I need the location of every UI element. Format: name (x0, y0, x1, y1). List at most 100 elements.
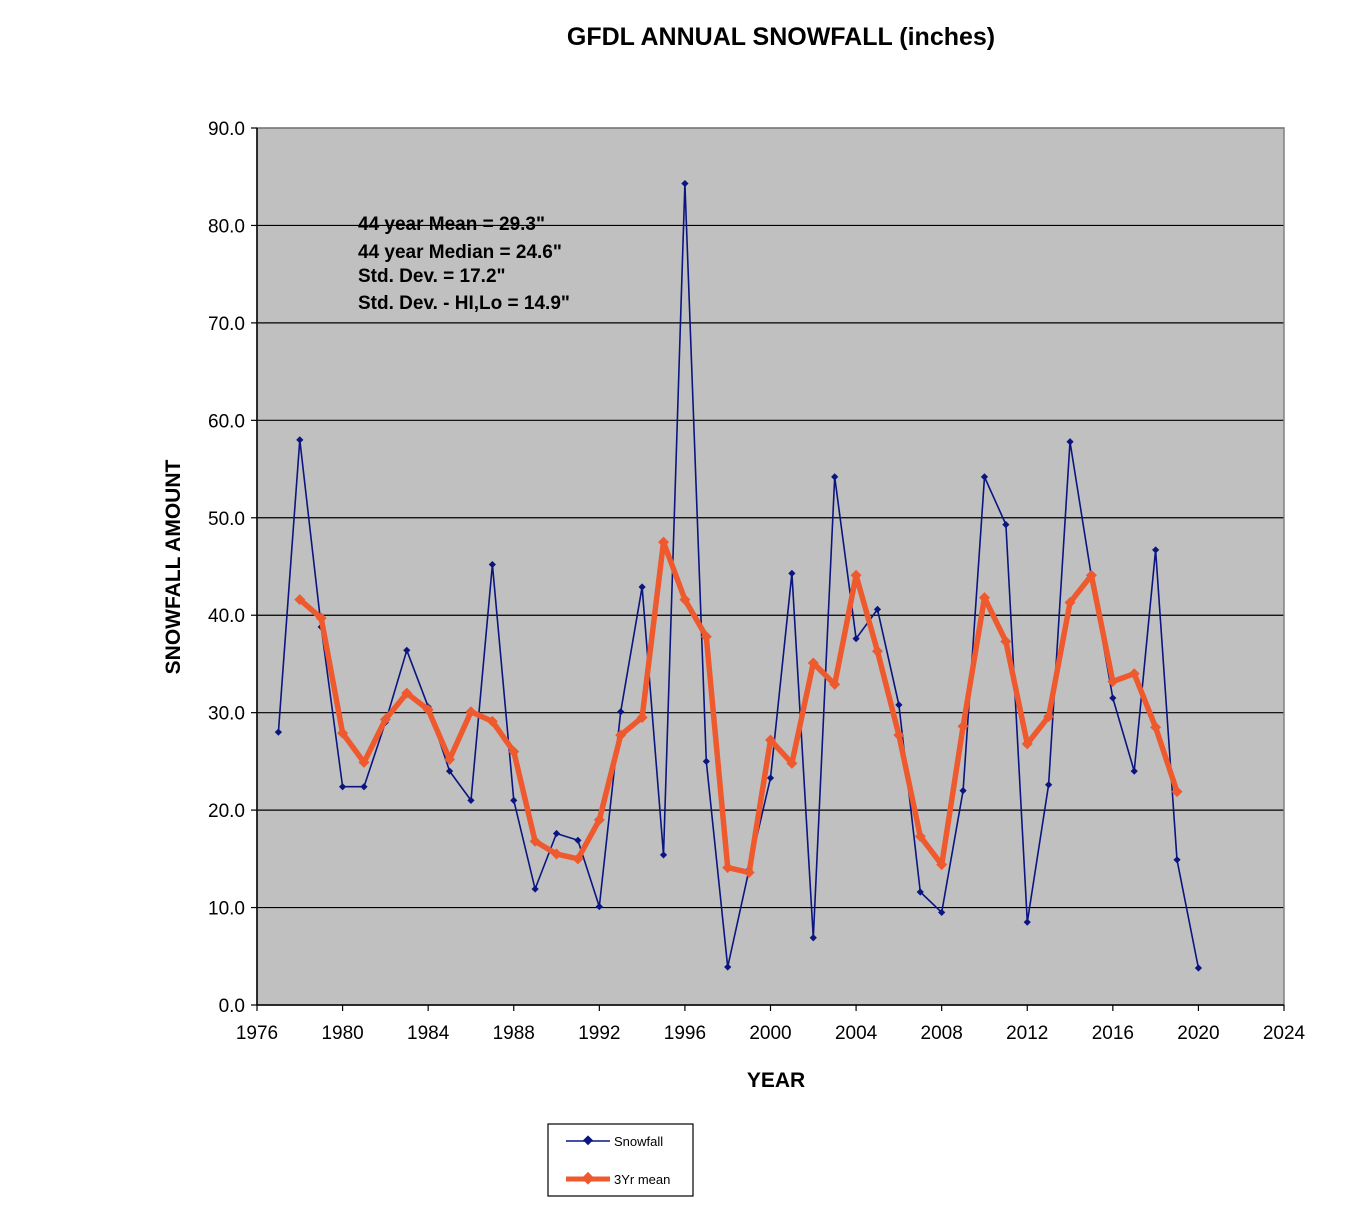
series-layer (274, 179, 1203, 972)
x-axis-ticks: 1976 1980 1984 1988 1992 1996 2000 2004 2008 2012… (236, 1005, 1306, 1044)
data-point-3yr-mean (1021, 738, 1033, 750)
data-point-3yr-mean (529, 835, 541, 847)
chart-title: GFDL ANNUAL SNOWFALL (inches) (567, 23, 995, 51)
data-point-snowfall (938, 908, 946, 917)
series-line-3yr-mean (298, 539, 1180, 876)
data-point-3yr-mean (572, 853, 584, 865)
annotation-median: 44 year Median = 24.6" (358, 242, 562, 263)
data-point-3yr-mean (294, 594, 306, 606)
data-point-3yr-mean (1171, 786, 1183, 798)
data-point-3yr-mean (829, 678, 841, 690)
y-tick-label: 90.0 (208, 119, 245, 140)
data-point-snowfall (831, 473, 839, 481)
data-point-snowfall (702, 757, 710, 765)
data-point-3yr-mean (486, 715, 498, 727)
data-point-snowfall (467, 796, 475, 804)
x-tick-label: 1988 (493, 1023, 535, 1044)
data-point-3yr-mean (679, 594, 691, 606)
y-tick-label: 80.0 (208, 216, 245, 237)
y-tick-label: 50.0 (208, 509, 245, 530)
y-axis-ticks: 0.0 10.0 20.0 30.0 40.0 50.0 60.0 70.0 80.0 90.0 (208, 119, 257, 1017)
y-tick-label: 0.0 (219, 996, 245, 1017)
data-point-3yr-mean (636, 712, 648, 724)
x-tick-label: 2004 (835, 1023, 878, 1044)
data-point-3yr-mean (1128, 668, 1140, 680)
data-point-3yr-mean (765, 734, 776, 746)
data-point-3yr-mean (379, 713, 391, 725)
data-point-3yr-mean (1150, 721, 1162, 733)
stats-annotation: 44 year Mean = 29.3" 44 year Median = 24… (358, 214, 570, 314)
plot-area (257, 128, 1284, 1005)
data-point-snowfall (488, 560, 496, 569)
data-point-snowfall (1152, 546, 1160, 554)
data-point-3yr-mean (957, 720, 969, 732)
data-point-snowfall (852, 635, 860, 643)
data-point-snowfall (617, 708, 625, 716)
data-point-snowfall (980, 473, 989, 481)
y-tick-label: 30.0 (208, 704, 245, 725)
data-point-snowfall (724, 963, 732, 971)
annotation-mean: 44 year Mean = 29.3" (358, 214, 545, 235)
annotation-std-dev: Std. Dev. = 17.2" (358, 266, 506, 287)
data-point-snowfall (1045, 781, 1053, 789)
data-point-snowfall (959, 787, 967, 795)
data-point-3yr-mean (786, 757, 798, 769)
data-point-snowfall (574, 836, 582, 844)
y-tick-label: 10.0 (208, 899, 245, 920)
data-point-3yr-mean (337, 727, 349, 739)
annotation-std-dev-hi-lo: Std. Dev. - HI,Lo = 14.9" (358, 293, 570, 314)
x-tick-label: 1980 (321, 1023, 363, 1044)
data-point-snowfall (659, 851, 668, 859)
legend-label-3yr-mean: 3Yr mean (614, 1172, 670, 1187)
data-point-3yr-mean (658, 536, 670, 548)
data-point-3yr-mean (871, 645, 883, 657)
data-point-snowfall (510, 796, 518, 804)
data-point-snowfall (338, 783, 347, 791)
data-point-snowfall (638, 583, 646, 591)
x-tick-label: 2020 (1177, 1023, 1219, 1044)
data-point-3yr-mean (444, 753, 456, 765)
data-point-snowfall (766, 774, 775, 782)
data-point-snowfall (552, 829, 561, 838)
data-point-snowfall (1023, 918, 1031, 926)
data-point-snowfall (1130, 767, 1138, 775)
legend: Snowfall 3Yr mean (547, 1123, 694, 1197)
data-point-snowfall (1194, 964, 1203, 972)
data-point-snowfall (1173, 856, 1181, 864)
data-point-snowfall (445, 767, 454, 775)
x-tick-label: 2000 (749, 1023, 791, 1044)
data-point-snowfall (916, 888, 924, 896)
y-tick-label: 20.0 (208, 801, 245, 822)
data-point-3yr-mean (700, 631, 712, 643)
data-point-3yr-mean (743, 866, 755, 878)
data-point-snowfall (403, 646, 411, 654)
x-tick-label: 1992 (578, 1023, 620, 1044)
y-tick-label: 70.0 (208, 314, 245, 335)
data-point-snowfall (296, 436, 304, 444)
data-point-3yr-mean (422, 704, 434, 716)
data-point-3yr-mean (936, 859, 948, 871)
data-point-3yr-mean (914, 830, 926, 842)
data-point-3yr-mean (1107, 675, 1119, 687)
y-tick-label: 40.0 (208, 606, 245, 627)
y-tick-label: 60.0 (208, 411, 245, 432)
data-point-3yr-mean (1000, 636, 1012, 648)
x-axis-label: YEAR (747, 1069, 805, 1092)
data-point-3yr-mean (1064, 597, 1076, 609)
data-point-snowfall (1066, 438, 1074, 446)
data-point-3yr-mean (1043, 711, 1055, 723)
data-point-snowfall (788, 569, 796, 577)
data-point-3yr-mean (401, 687, 413, 699)
data-point-snowfall (681, 179, 689, 188)
data-point-3yr-mean (1085, 569, 1097, 581)
data-point-3yr-mean (315, 612, 327, 624)
data-point-snowfall (595, 902, 603, 911)
data-point-snowfall (274, 728, 282, 736)
data-point-snowfall (873, 605, 882, 613)
legend-marker-snowfall (583, 1135, 593, 1146)
y-axis-label: SNOWFALL AMOUNT (162, 460, 185, 675)
data-point-3yr-mean (850, 569, 862, 581)
legend-marker-3yr-mean (581, 1171, 595, 1185)
